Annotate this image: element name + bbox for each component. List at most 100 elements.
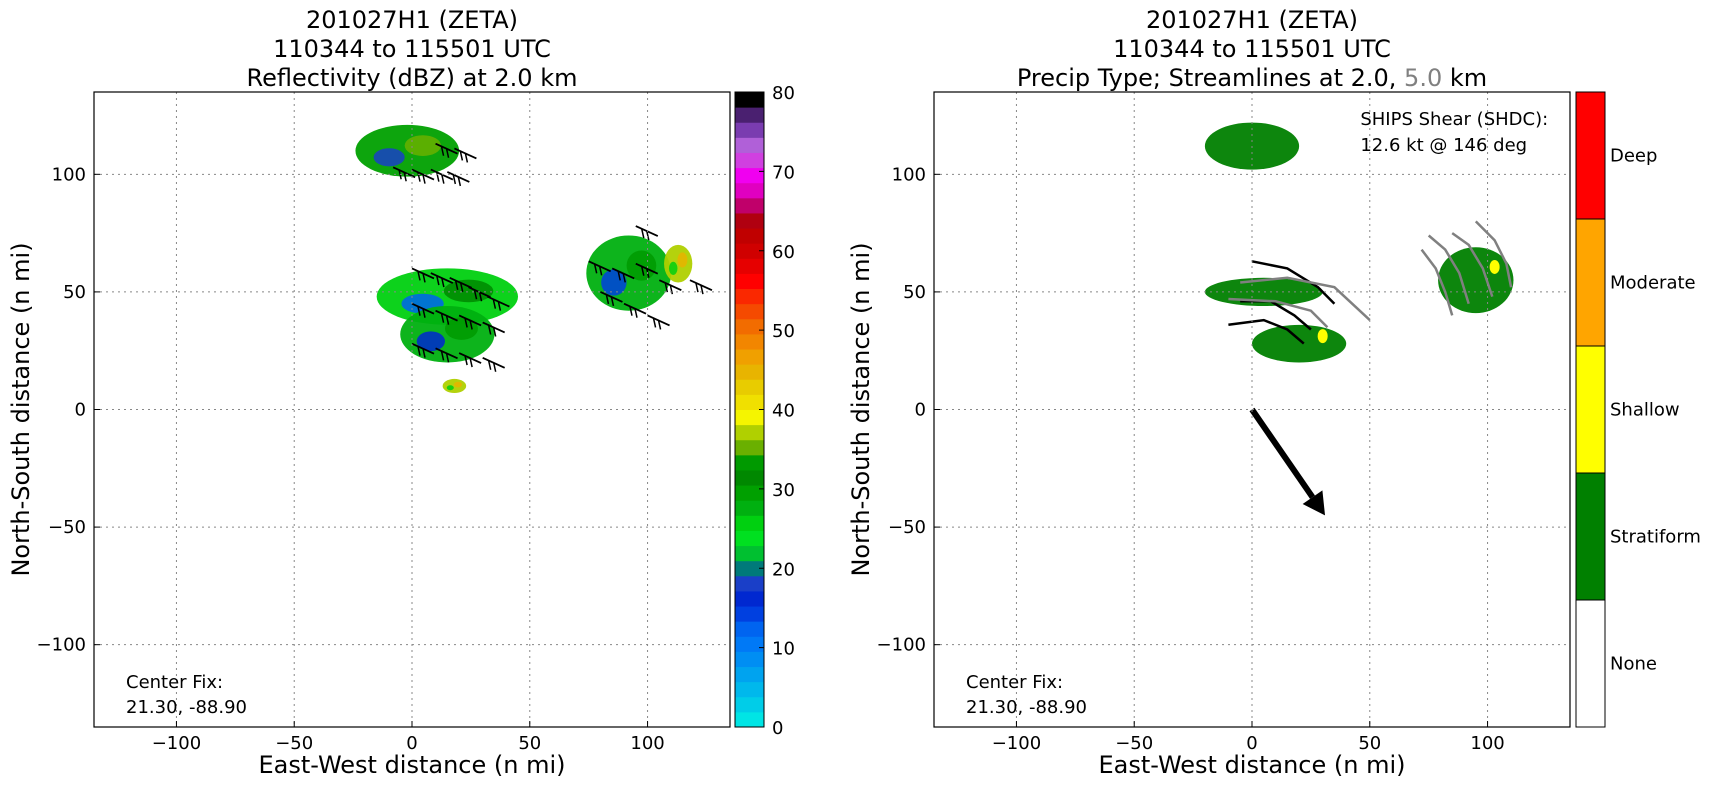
colorbar-category-label: None bbox=[1610, 654, 1657, 675]
wind-barb-flag bbox=[487, 325, 492, 335]
colorbar-tick-label: 50 bbox=[772, 321, 795, 342]
chart-panel-2: 201027H1 (ZETA)110344 to 115501 UTCPreci… bbox=[847, 6, 1701, 779]
wind-barb-flag bbox=[445, 353, 450, 363]
colorbar-tick-label: 0 bbox=[772, 718, 783, 739]
colorbar-swatch bbox=[735, 711, 764, 728]
wind-barb-flag bbox=[464, 355, 468, 366]
colorbar-swatch bbox=[735, 681, 764, 698]
title-prefix: Precip Type; Streamlines at 2.0, bbox=[1017, 64, 1404, 92]
colorbar-swatch bbox=[1575, 91, 1606, 220]
wind-barb-flag bbox=[492, 327, 497, 337]
colorbar-tick-label: 10 bbox=[772, 639, 795, 660]
center-fix-value: 21.30, -88.90 bbox=[966, 697, 1087, 718]
colorbar-swatch bbox=[735, 515, 764, 531]
x-tick-label: −50 bbox=[1115, 733, 1153, 754]
wind-barb-flag bbox=[478, 292, 483, 302]
wind-barb-flag bbox=[436, 275, 440, 286]
colorbar: None Stratiform Shallow Moderate Deep bbox=[1575, 91, 1701, 728]
colorbar-swatch bbox=[735, 197, 764, 214]
precip-region-south-central bbox=[1252, 324, 1347, 363]
wind-barb-flag bbox=[593, 264, 598, 274]
colorbar-swatch bbox=[735, 107, 764, 123]
wind-barb-flag bbox=[695, 282, 699, 293]
wind-barb-flag bbox=[629, 306, 633, 316]
x-axis-label: East-West distance (n mi) bbox=[258, 751, 565, 779]
colorbar-category-label: Moderate bbox=[1610, 273, 1696, 294]
x-tick-label: −100 bbox=[992, 733, 1041, 754]
colorbar-swatch bbox=[735, 560, 764, 577]
wind-barb-flag bbox=[641, 266, 645, 276]
colorbar-tick-label: 30 bbox=[772, 480, 795, 501]
colorbar-swatch bbox=[735, 212, 764, 229]
x-tick-label: 0 bbox=[1246, 733, 1257, 754]
wind-barb-flag bbox=[422, 174, 426, 184]
colorbar-swatch bbox=[735, 454, 764, 471]
wind-barb-flag bbox=[605, 294, 610, 305]
x-tick-label: 50 bbox=[518, 733, 541, 754]
colorbar-category-label: Deep bbox=[1610, 146, 1657, 167]
colorbar-swatch bbox=[735, 243, 764, 259]
wind-barb-flag bbox=[622, 273, 626, 283]
wind-barb-flag bbox=[464, 318, 468, 328]
wind-barb-flag bbox=[417, 346, 421, 356]
wind-barb-flag bbox=[417, 271, 421, 281]
precip-edge-north bbox=[373, 148, 405, 167]
wind-barb-flag bbox=[403, 172, 407, 182]
y-tick-label: 0 bbox=[915, 400, 926, 421]
colorbar-swatch bbox=[1575, 218, 1606, 347]
wind-barb-flag bbox=[617, 271, 621, 281]
chart-title-line: 201027H1 (ZETA) bbox=[1146, 6, 1358, 34]
colorbar-swatch bbox=[1575, 472, 1606, 601]
wind-barb-flag bbox=[445, 148, 450, 158]
colorbar-swatch bbox=[735, 485, 764, 501]
colorbar-tick-label: 70 bbox=[772, 162, 795, 183]
wind-barb-flag bbox=[440, 313, 445, 323]
colorbar-swatch bbox=[735, 651, 764, 668]
wind-barb-flag bbox=[641, 228, 645, 239]
x-axis-label: East-West distance (n mi) bbox=[1098, 751, 1405, 779]
wind-barb-flag bbox=[422, 273, 426, 283]
colorbar-swatch bbox=[1575, 345, 1606, 474]
colorbar-tick-label: 40 bbox=[772, 401, 795, 422]
chart-panel-1: 201027H1 (ZETA)110344 to 115501 UTCRefle… bbox=[7, 6, 795, 779]
colorbar-tick-label: 80 bbox=[772, 83, 795, 104]
x-tick-label: −50 bbox=[275, 733, 313, 754]
title-suffix: km bbox=[1442, 64, 1487, 92]
wind-barb-flag bbox=[664, 282, 669, 293]
title-highlight: 5.0 bbox=[1404, 64, 1442, 92]
colorbar-swatch bbox=[735, 394, 764, 410]
y-tick-label: 0 bbox=[75, 400, 86, 421]
y-tick-label: 50 bbox=[63, 282, 86, 303]
colorbar-swatch bbox=[1575, 599, 1606, 728]
colorbar-swatch bbox=[735, 364, 764, 380]
colorbar-swatch bbox=[735, 258, 764, 274]
y-tick-label: −100 bbox=[877, 635, 926, 656]
wind-barb-flag bbox=[459, 282, 464, 292]
colorbar-swatch bbox=[735, 137, 764, 153]
colorbar-swatch bbox=[735, 92, 764, 108]
streamline bbox=[1451, 232, 1494, 297]
wind-barb-flag bbox=[441, 277, 445, 288]
colorbar-swatch bbox=[735, 228, 764, 244]
center-fix-value: 21.30, -88.90 bbox=[126, 697, 247, 718]
colorbar-swatch bbox=[735, 636, 764, 652]
colorbar-swatch bbox=[735, 606, 764, 622]
ships-shear-label: SHIPS Shear (SHDC): bbox=[1360, 109, 1548, 130]
wind-barb-flag bbox=[441, 174, 445, 184]
wind-barb-flag bbox=[457, 176, 462, 187]
colorbar: 0 10 20 30 40 50 60 70 80 bbox=[734, 83, 795, 739]
plot-area bbox=[355, 124, 713, 394]
wind-barb-flag bbox=[492, 362, 497, 372]
streamline bbox=[1228, 318, 1305, 345]
y-tick-label: −100 bbox=[37, 635, 86, 656]
wind-barb-flag bbox=[473, 290, 478, 300]
colorbar-tick-label: 60 bbox=[772, 242, 795, 263]
ships-shear-value: 12.6 kt @ 146 deg bbox=[1360, 135, 1527, 156]
colorbar-swatch bbox=[735, 545, 764, 562]
chart-title-line: Reflectivity (dBZ) at 2.0 km bbox=[247, 64, 578, 92]
colorbar-category-label: Shallow bbox=[1610, 400, 1680, 421]
precip-core-east-yellow bbox=[677, 252, 688, 268]
colorbar-swatch bbox=[735, 349, 764, 365]
precip-core-south-central bbox=[444, 317, 478, 340]
chart-title-line: 110344 to 115501 UTC bbox=[273, 35, 551, 63]
